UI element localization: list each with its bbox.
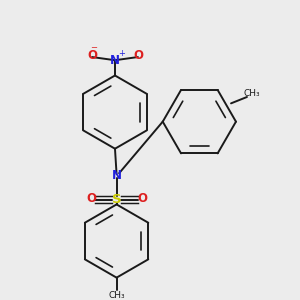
Text: +: + — [118, 49, 125, 58]
Text: S: S — [112, 193, 122, 206]
Text: N: N — [112, 169, 122, 182]
Text: −: − — [90, 43, 97, 52]
Text: CH₃: CH₃ — [108, 291, 125, 300]
Text: O: O — [133, 49, 143, 62]
Text: CH₃: CH₃ — [243, 89, 260, 98]
Text: O: O — [137, 192, 147, 205]
Text: O: O — [87, 49, 97, 62]
Text: N: N — [110, 54, 120, 67]
Text: O: O — [86, 192, 96, 205]
